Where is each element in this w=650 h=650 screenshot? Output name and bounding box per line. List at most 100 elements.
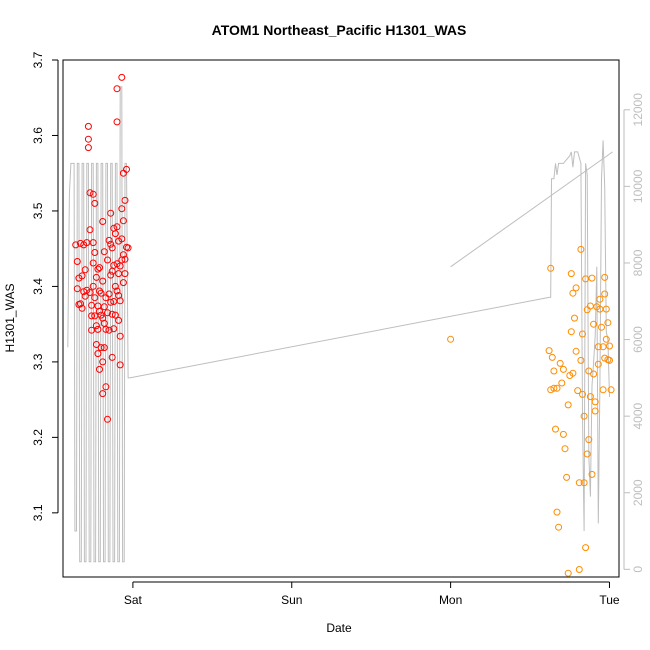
data-point-s1-101 xyxy=(121,255,129,263)
data-point-s2-62 xyxy=(585,436,593,444)
data-point-s1-57 xyxy=(102,383,110,391)
data-point-s2-9 xyxy=(553,384,561,392)
data-point-s2-39 xyxy=(586,393,594,401)
y-tick-label-4: 3.5 xyxy=(31,202,45,219)
x-tick-label-3: Tue xyxy=(599,593,620,607)
data-point-s1-63 xyxy=(105,326,113,334)
data-point-s1-0 xyxy=(72,241,80,249)
data-point-s1-98 xyxy=(119,251,127,259)
data-point-s2-6 xyxy=(550,367,558,375)
data-point-s2-28 xyxy=(575,479,583,487)
y2-tick-label-3: 6000 xyxy=(631,326,645,353)
data-point-s1-79 xyxy=(113,85,121,93)
data-point-s1-80 xyxy=(113,118,121,126)
data-point-s1-70 xyxy=(108,310,116,318)
data-point-s1-62 xyxy=(105,290,113,298)
data-point-s2-41 xyxy=(588,274,596,282)
y-axis-left: 3.1 3.2 3.3 3.4 3.5 3.6 3.7 xyxy=(31,51,59,521)
data-point-s1-52 xyxy=(100,303,108,311)
data-point-s1-15 xyxy=(84,122,92,130)
data-point-s1-78 xyxy=(111,311,119,319)
data-point-s1-34 xyxy=(92,341,100,348)
y2-tick-label-6: 12000 xyxy=(631,93,645,127)
data-point-s2-34 xyxy=(580,412,588,420)
data-point-s1-102 xyxy=(121,270,129,278)
data-point-s2-63 xyxy=(588,470,596,478)
data-point-s1-90 xyxy=(116,332,124,340)
data-point-s1-32 xyxy=(92,273,100,281)
data-point-s1-29 xyxy=(91,249,99,256)
data-point-s1-37 xyxy=(94,325,102,333)
data-point-s2-61 xyxy=(583,450,591,458)
data-point-s1-16 xyxy=(84,135,92,143)
y-axis-right: 0 2000 4000 6000 8000 10000 12000 xyxy=(623,93,645,573)
data-point-s1-47 xyxy=(99,277,107,285)
data-point-s2-7 xyxy=(552,425,559,433)
data-point-s1-1 xyxy=(73,258,81,265)
data-point-s1-49 xyxy=(99,358,107,366)
data-point-s2-67 xyxy=(604,356,612,364)
data-point-s1-2 xyxy=(73,285,81,293)
data-point-s1-24 xyxy=(89,190,97,198)
data-point-s2-1 xyxy=(545,347,553,355)
altitude-line-segment-2 xyxy=(129,296,550,379)
data-point-s2-48 xyxy=(596,295,604,303)
data-point-s2-29 xyxy=(575,566,583,573)
data-point-s2-46 xyxy=(594,360,602,368)
y-tick-label-6: 3.7 xyxy=(31,51,45,68)
data-point-s1-87 xyxy=(115,316,123,324)
data-point-s2-30 xyxy=(577,356,585,364)
x-tick-label-1: Sun xyxy=(281,593,302,607)
altitude-line-layer xyxy=(67,86,613,563)
data-point-s2-24 xyxy=(571,314,578,322)
data-point-s1-53 xyxy=(100,319,108,327)
y-tick-label-1: 3.2 xyxy=(31,429,45,446)
data-point-s1-38 xyxy=(94,350,102,358)
data-point-s1-45 xyxy=(97,344,105,352)
chart-title: ATOM1 Northeast_Pacific H1301_WAS xyxy=(212,22,467,38)
data-point-s1-65 xyxy=(107,240,115,248)
data-point-s2-32 xyxy=(579,330,586,338)
data-point-s2-44 xyxy=(591,398,599,406)
data-point-s2-54 xyxy=(602,335,610,343)
data-point-s1-77 xyxy=(111,282,119,290)
y2-tick-label-1: 2000 xyxy=(631,479,645,506)
x-tick-label-0: Sat xyxy=(124,593,143,607)
x-axis: Sat Sun Mon Tue xyxy=(124,581,620,607)
data-point-s1-76 xyxy=(111,230,119,238)
data-point-s2-15 xyxy=(561,445,569,453)
data-point-s1-75 xyxy=(110,325,118,333)
data-point-s2-58 xyxy=(606,342,613,350)
data-point-s1-28 xyxy=(91,199,99,207)
data-point-s1-46 xyxy=(99,218,107,225)
y-tick-label-5: 3.6 xyxy=(31,127,45,144)
data-point-s1-94 xyxy=(118,235,126,243)
data-point-s1-71 xyxy=(108,353,116,361)
data-point-s1-6 xyxy=(77,300,84,308)
data-point-s1-67 xyxy=(107,298,115,306)
data-point-s1-11 xyxy=(81,266,89,274)
y-tick-label-3: 3.4 xyxy=(31,278,45,295)
data-point-s2-21 xyxy=(567,270,575,278)
data-point-s1-99 xyxy=(119,279,127,287)
data-point-s1-103 xyxy=(123,165,130,173)
data-point-s2-14 xyxy=(559,365,567,373)
y2-tick-label-5: 10000 xyxy=(631,169,645,203)
data-point-s2-47 xyxy=(594,343,602,351)
altitude-line-segment-0 xyxy=(67,86,130,563)
data-point-s2-35 xyxy=(582,544,590,552)
y-tick-label-2: 3.3 xyxy=(31,353,45,370)
plot-frame xyxy=(62,59,620,578)
data-point-s2-42 xyxy=(590,320,598,328)
data-point-s1-61 xyxy=(105,236,113,244)
data-point-s2-8 xyxy=(553,508,561,516)
data-point-s1-81 xyxy=(113,223,121,231)
altitude-line-segment-3 xyxy=(450,151,613,268)
data-point-s2-5 xyxy=(550,384,558,392)
series-layer xyxy=(72,73,615,577)
y-tick-label-0: 3.1 xyxy=(31,504,45,521)
data-point-s2-13 xyxy=(559,430,567,438)
data-point-s1-25 xyxy=(89,239,97,247)
data-point-s2-20 xyxy=(567,328,575,336)
data-point-s1-64 xyxy=(107,209,115,217)
